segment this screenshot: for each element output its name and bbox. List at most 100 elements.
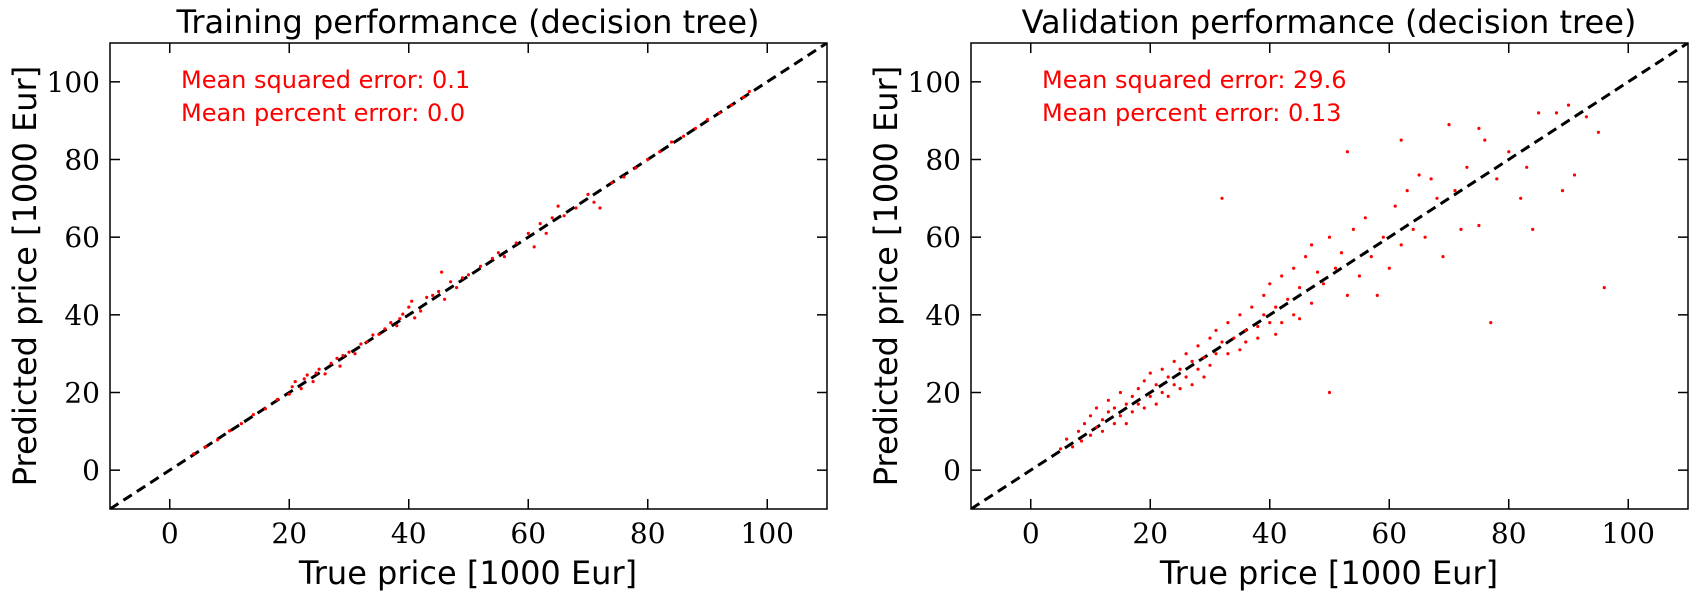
training-mse-annotation: Mean squared error: 0.1 — [181, 66, 470, 94]
training-data-point — [359, 342, 363, 346]
training-data-point — [478, 264, 483, 268]
validation-plot-frame — [970, 42, 1689, 510]
training-data-point — [305, 373, 309, 377]
validation-data-point — [1465, 165, 1469, 169]
validation-data-point — [1154, 402, 1158, 406]
validation-data-point — [1477, 223, 1481, 228]
validation-data-point — [1112, 406, 1116, 410]
validation-data-point — [1076, 429, 1081, 433]
training-data-point — [586, 192, 590, 196]
training-data-point — [329, 361, 333, 365]
validation-data-point — [1572, 173, 1577, 177]
validation-panel: 0 20 40 60 80 100 0 20 40 60 80 100 Validation perf… — [867, 3, 1689, 592]
validation-y-axis-label: Predicted price [1000 Eur] — [867, 66, 905, 486]
validation-x-tick-label: 80 — [1491, 517, 1527, 550]
training-data-point — [347, 350, 351, 354]
validation-data-point — [1166, 375, 1170, 379]
validation-data-point — [1112, 422, 1116, 426]
training-data-point — [275, 397, 279, 402]
training-data-point — [449, 280, 453, 284]
validation-data-point — [1286, 297, 1290, 301]
validation-data-point — [1554, 111, 1559, 115]
training-data-point — [455, 286, 459, 290]
validation-mpe-annotation: Mean percent error: 0.13 — [1042, 99, 1341, 127]
training-data-point — [562, 214, 566, 218]
validation-data-point — [1154, 383, 1158, 387]
validation-data-point — [1124, 402, 1128, 406]
training-data-point — [338, 364, 342, 368]
training-x-axis-label: True price [1000 Eur] — [298, 554, 637, 592]
validation-data-point — [1220, 196, 1224, 200]
training-data-point — [251, 413, 255, 417]
validation-data-point — [1190, 383, 1194, 387]
training-data-point — [544, 231, 548, 235]
validation-data-point — [1190, 359, 1194, 363]
validation-chart-title: Validation performance (decision tree) — [1022, 3, 1637, 41]
validation-data-point — [1375, 293, 1379, 297]
training-data-point — [598, 206, 602, 210]
validation-y-tick-label: 0 — [943, 454, 961, 487]
training-data-point — [335, 356, 339, 360]
validation-data-point — [1453, 189, 1457, 193]
training-data-point — [526, 231, 530, 235]
training-data-point — [431, 293, 435, 297]
training-data-point — [317, 367, 321, 371]
validation-data-point — [1315, 270, 1320, 274]
validation-data-point — [1256, 336, 1260, 340]
training-points — [192, 89, 751, 456]
training-data-point — [622, 175, 626, 179]
validation-data-point — [1118, 390, 1122, 395]
training-data-point — [311, 380, 315, 384]
validation-data-point — [1298, 286, 1302, 290]
validation-data-point — [1238, 313, 1242, 317]
validation-data-point — [1560, 189, 1565, 193]
validation-data-point — [1369, 255, 1373, 259]
training-data-point — [717, 111, 722, 115]
validation-data-point — [1339, 251, 1344, 255]
training-data-point — [290, 385, 294, 389]
training-data-point — [293, 380, 297, 384]
training-data-point — [371, 333, 375, 337]
validation-data-point — [1220, 340, 1224, 344]
training-data-point — [323, 372, 327, 376]
validation-data-point — [1507, 150, 1511, 154]
training-y-tick-label: 100 — [47, 66, 100, 99]
validation-data-point — [1489, 321, 1493, 325]
validation-data-point — [1387, 266, 1391, 270]
training-data-point — [532, 245, 536, 249]
validation-x-axis-label: True price [1000 Eur] — [1159, 554, 1498, 592]
validation-mse-annotation: Mean squared error: 29.6 — [1042, 66, 1346, 94]
validation-data-point — [1405, 189, 1409, 193]
training-data-point — [490, 256, 494, 261]
validation-data-point — [1244, 340, 1248, 344]
validation-data-point — [1088, 433, 1093, 437]
validation-data-point — [1483, 138, 1487, 142]
validation-data-point — [1136, 387, 1140, 391]
training-panel: 0 20 40 60 80 100 0 20 40 60 80 100 Training perfor… — [6, 3, 828, 592]
training-data-point — [443, 297, 447, 301]
validation-data-point — [1292, 313, 1296, 317]
validation-data-point — [1411, 227, 1415, 231]
validation-data-point — [1399, 138, 1403, 142]
training-data-point — [227, 429, 232, 433]
validation-data-point — [1327, 235, 1332, 239]
training-data-point — [419, 309, 423, 313]
validation-data-point — [1244, 328, 1248, 332]
validation-data-point — [1202, 355, 1206, 360]
training-mpe-annotation: Mean percent error: 0.0 — [181, 99, 465, 127]
validation-data-point — [1531, 227, 1535, 231]
validation-data-point — [1417, 173, 1421, 177]
training-data-point — [401, 312, 405, 316]
training-x-tick-label: 100 — [741, 517, 794, 550]
validation-data-point — [1160, 367, 1164, 371]
validation-data-point — [1172, 359, 1176, 363]
validation-data-point — [1429, 177, 1433, 181]
validation-data-point — [1304, 255, 1308, 259]
training-data-point — [466, 273, 471, 277]
training-data-point — [514, 241, 518, 245]
training-data-point — [729, 103, 734, 107]
training-data-point — [538, 222, 542, 226]
validation-data-point — [1268, 282, 1272, 286]
validation-data-point — [1106, 398, 1110, 402]
validation-data-point — [1602, 286, 1606, 290]
